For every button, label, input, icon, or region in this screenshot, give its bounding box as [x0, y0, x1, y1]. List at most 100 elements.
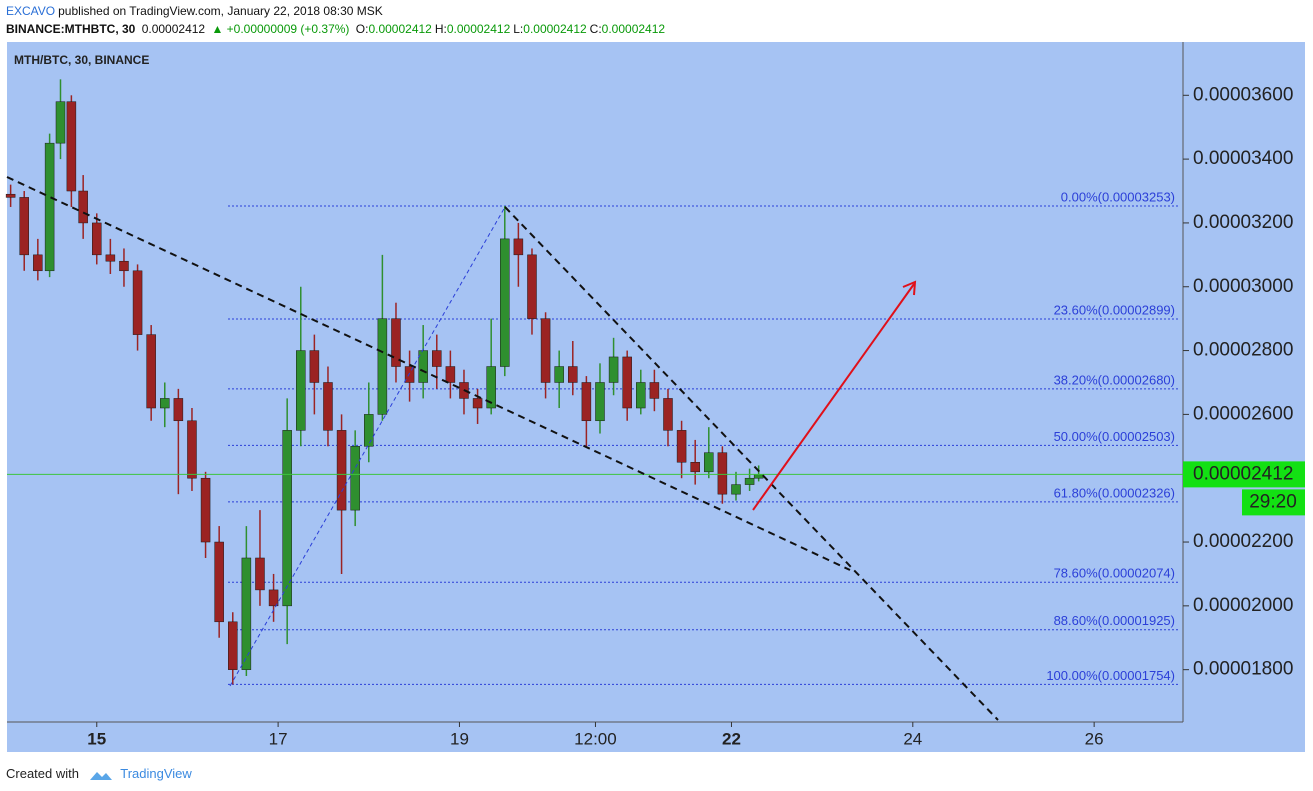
y-tick-label: 0.00003600: [1193, 84, 1293, 105]
candle-body: [78, 190, 88, 224]
x-tick-label: 15: [87, 729, 106, 748]
candle-body: [33, 254, 43, 272]
candle-body: [146, 334, 156, 409]
ohlc-value: 0.00002412: [601, 22, 666, 36]
y-tick-label: 0.00002600: [1193, 403, 1293, 424]
candle-body: [649, 382, 660, 399]
quote-line: BINANCE:MTHBTC, 30 0.00002412 ▲ +0.00000…: [6, 22, 671, 36]
candle-body: [731, 484, 741, 495]
fib-label: 0.00%(0.00003253): [1061, 189, 1175, 204]
price: 0.00002412: [141, 22, 206, 36]
countdown: 29:20: [1249, 491, 1297, 512]
ohlc-key: O:: [355, 22, 369, 36]
candle-body: [690, 462, 700, 473]
x-tick-label: 26: [1085, 729, 1104, 748]
y-tick-label: 0.00002800: [1193, 340, 1293, 361]
fib-label: 23.60%(0.00002899): [1054, 302, 1175, 317]
author[interactable]: EXCAVO: [6, 4, 56, 18]
logo: [89, 771, 112, 780]
candle-body: [132, 270, 143, 335]
footer: Created with TradingView: [6, 766, 192, 781]
symbol: BINANCE:MTHBTC, 30: [6, 22, 136, 36]
candle-body: [472, 398, 483, 409]
arrow-head: [902, 280, 917, 296]
candle-body: [228, 621, 238, 670]
candle-body: [527, 254, 537, 319]
ohlc-value: 0.00002412: [446, 22, 511, 36]
candle-body: [404, 366, 415, 383]
y-tick-label: 0.00001800: [1193, 659, 1293, 680]
candle-body: [676, 430, 687, 463]
candle-body: [92, 222, 102, 256]
ohlc-key: C:: [589, 22, 602, 36]
candle-body: [200, 477, 211, 543]
candle-body: [663, 398, 673, 431]
y-tick-label: 0.00003400: [1193, 148, 1293, 169]
candle-body: [445, 366, 456, 383]
candle-body: [418, 350, 428, 383]
candle-body: [432, 350, 442, 367]
candle-body: [323, 382, 333, 431]
candle-body: [554, 366, 564, 383]
candle-body: [364, 414, 374, 447]
candle-body: [486, 366, 496, 409]
fib-label: 61.80%(0.00002326): [1054, 485, 1175, 500]
candle-body: [214, 541, 224, 623]
candle-body: [173, 398, 184, 422]
candle-body: [540, 318, 551, 383]
y-tick-label: 0.00003200: [1193, 212, 1293, 233]
arrow: [752, 283, 915, 511]
y-tick-label: 0.00002000: [1193, 595, 1293, 616]
ohlc: O:0.00002412 H:0.00002412 L:0.00002412 C:0.…: [356, 22, 668, 36]
published: published on TradingView.com, January 22…: [58, 4, 383, 18]
candle-body: [44, 142, 55, 272]
candle-body: [377, 318, 388, 415]
ohlc-key: H:: [434, 22, 447, 36]
candle-body: [255, 557, 265, 591]
candle-body: [241, 557, 252, 670]
x-tick-label: 19: [450, 729, 469, 748]
fib-label: 50.00%(0.00002503): [1054, 429, 1175, 444]
ohlc-value: 0.00002412: [368, 22, 432, 36]
candle-body: [391, 318, 401, 367]
fib-label: 88.60%(0.00001925): [1054, 613, 1175, 628]
candle-body: [622, 356, 632, 409]
candle-body: [66, 101, 77, 192]
candle-body: [350, 446, 360, 511]
candle-body: [187, 420, 197, 479]
candle-body: [753, 474, 764, 479]
candle-body: [500, 238, 510, 367]
candle-body: [282, 430, 292, 607]
countdown-box: [1242, 489, 1305, 516]
candle-body: [19, 197, 29, 256]
candle-body: [309, 350, 320, 383]
last-price-box: [1183, 461, 1305, 488]
candle-body: [5, 193, 16, 198]
candle-body: [296, 350, 306, 431]
candle-body: [119, 260, 129, 272]
x-tick-label: 12:00: [574, 729, 617, 748]
x-tick-label: 17: [269, 729, 288, 748]
drawings: [6, 176, 999, 721]
candle-body: [513, 238, 524, 256]
fib-trend: [229, 206, 506, 687]
candle-body: [160, 398, 170, 409]
y-tick-label: 0.00003000: [1193, 276, 1293, 297]
fib-label: 38.20%(0.00002680): [1054, 372, 1175, 387]
candle-body: [581, 382, 592, 422]
chart-title: MTH/BTC, 30, BINANCE: [14, 53, 149, 67]
fib-label: 78.60%(0.00002074): [1054, 566, 1175, 581]
candle-body: [105, 254, 116, 262]
candle-body: [608, 356, 619, 383]
brand[interactable]: TradingView: [120, 766, 192, 781]
candle-body: [595, 382, 605, 422]
candle-body: [568, 366, 578, 383]
candle-body: [55, 101, 66, 144]
change: ▲ +0.00000009 (+0.37%): [211, 22, 350, 36]
created-with: Created with: [6, 766, 79, 781]
candle-body: [744, 477, 755, 485]
ohlc-key: L:: [513, 22, 524, 36]
last-price-label: 0.00002412: [1193, 463, 1293, 484]
